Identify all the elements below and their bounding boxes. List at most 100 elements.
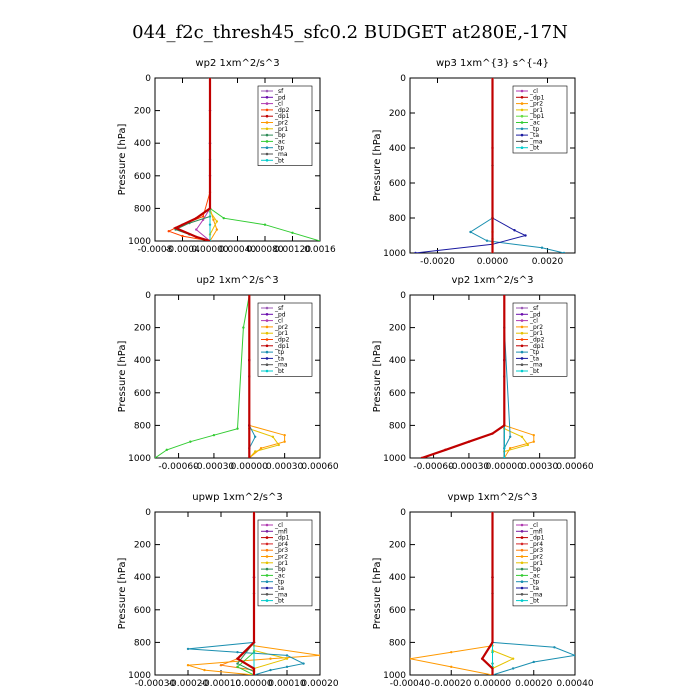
legend-label: _tp [529, 579, 539, 586]
chart-title: up2 1xm^2/s^3 [196, 275, 278, 286]
data-point [532, 440, 535, 443]
data-point [222, 216, 225, 220]
y-tick-label: 1000 [128, 454, 151, 464]
legend-label: _ac [274, 572, 285, 579]
data-point [532, 660, 535, 664]
legend-label: _bt [274, 157, 285, 164]
legend-label: _cl [529, 318, 538, 325]
legend-label: _pr2 [529, 101, 543, 108]
legend-label: _dp1 [529, 94, 545, 101]
legend-marker [520, 548, 524, 552]
x-tick-label: -0.00040 [390, 679, 431, 689]
y-tick-label: 800 [389, 421, 406, 431]
legend-marker [265, 121, 269, 124]
legend-box [512, 519, 568, 607]
chart-panel: vp2 1xm^2/s^3 Pressure [hPa] 0 200 400 600 800… [372, 275, 594, 472]
data-point [253, 435, 257, 439]
legend-marker [265, 574, 269, 577]
data-point [269, 668, 272, 672]
y-tick-label: 400 [389, 144, 406, 154]
x-tick-label: -0.00030 [194, 462, 235, 472]
legend-marker [265, 146, 269, 149]
y-axis-label: Pressure [hPa] [117, 124, 128, 196]
data-point [236, 662, 239, 665]
legend-marker [520, 530, 524, 533]
data-point [236, 650, 239, 654]
legend-marker [265, 96, 269, 99]
legend-marker [520, 542, 524, 546]
legend-label: _dp1 [274, 113, 290, 120]
y-tick-label: 200 [134, 107, 151, 117]
legend-marker [520, 127, 524, 131]
data-point [253, 450, 257, 453]
legend-marker [265, 530, 269, 533]
data-point [165, 448, 168, 452]
data-point [508, 447, 512, 450]
legend-label: _bp [274, 566, 286, 573]
legend-label: _tp [529, 126, 539, 133]
legend-label: _pr1 [274, 330, 288, 337]
data-point [318, 654, 320, 657]
data-point [285, 654, 289, 657]
x-tick-label: -0.00030 [449, 462, 490, 472]
x-tick-label: 0.00030 [266, 462, 303, 472]
series-group [410, 512, 575, 675]
legend-marker [265, 350, 269, 354]
legend-marker [265, 555, 269, 558]
legend-label: _ac [529, 572, 540, 579]
legend-label: _pr1 [529, 330, 543, 337]
legend-label: _sf [274, 305, 284, 312]
legend-label: _mfl [274, 528, 288, 535]
legend-label: _ta [274, 355, 284, 362]
y-tick-label: 600 [389, 389, 406, 399]
legend-label: _tp [274, 349, 284, 356]
x-tick-label: -0.00010 [201, 679, 242, 689]
y-tick-label: 800 [134, 204, 151, 214]
data-point [302, 662, 305, 665]
legend-marker [265, 548, 269, 552]
series-line [235, 512, 256, 675]
legend-label: _cl [274, 318, 283, 325]
legend-marker [265, 89, 269, 93]
legend-label: _pr1 [529, 107, 543, 114]
legend-marker [520, 114, 524, 118]
data-point [181, 234, 184, 238]
data-point [219, 664, 223, 667]
data-point [215, 220, 219, 223]
legend-label: _ta [529, 355, 539, 362]
legend-label: _sf [274, 88, 284, 95]
legend-marker [265, 325, 269, 329]
legend-marker [265, 580, 269, 583]
y-axis-label: Pressure [hPa] [372, 558, 383, 630]
legend-label: _tp [274, 579, 284, 586]
chart-panel: wp3 1xm^{3} s^{-4} Pressure [hPa] 0 200 400 6… [372, 58, 576, 267]
data-point [469, 230, 472, 234]
legend-marker [520, 108, 524, 112]
legend-marker [520, 567, 524, 571]
legend-marker [265, 114, 269, 118]
series-line [155, 295, 250, 458]
y-tick-label: 600 [389, 179, 406, 189]
y-tick-label: 1000 [383, 671, 406, 681]
legend-marker [265, 369, 269, 373]
data-point [186, 647, 190, 651]
legend-marker [265, 338, 269, 341]
legend-label: _mfl [529, 528, 543, 535]
legend-marker [520, 344, 524, 348]
series-line [480, 512, 494, 675]
data-point [236, 665, 239, 669]
data-point [263, 223, 267, 226]
chart-panel: vpwp 1xm^2/s^3 Pressure [hPa] 0 200 400 600 80… [372, 492, 594, 689]
y-tick-label: 400 [389, 356, 406, 366]
x-tick-label: 0.00060 [556, 462, 593, 472]
legend-label: _cl [529, 88, 538, 95]
legend-marker [265, 306, 269, 310]
legend-label: _bt [529, 598, 540, 605]
y-tick-label: 200 [134, 541, 151, 551]
legend-label: _pd [274, 311, 286, 318]
legend-label: _pr1 [274, 560, 288, 567]
legend-marker [520, 121, 524, 124]
data-point [283, 440, 286, 443]
data-point [242, 326, 245, 329]
y-tick-label: 800 [389, 638, 406, 648]
